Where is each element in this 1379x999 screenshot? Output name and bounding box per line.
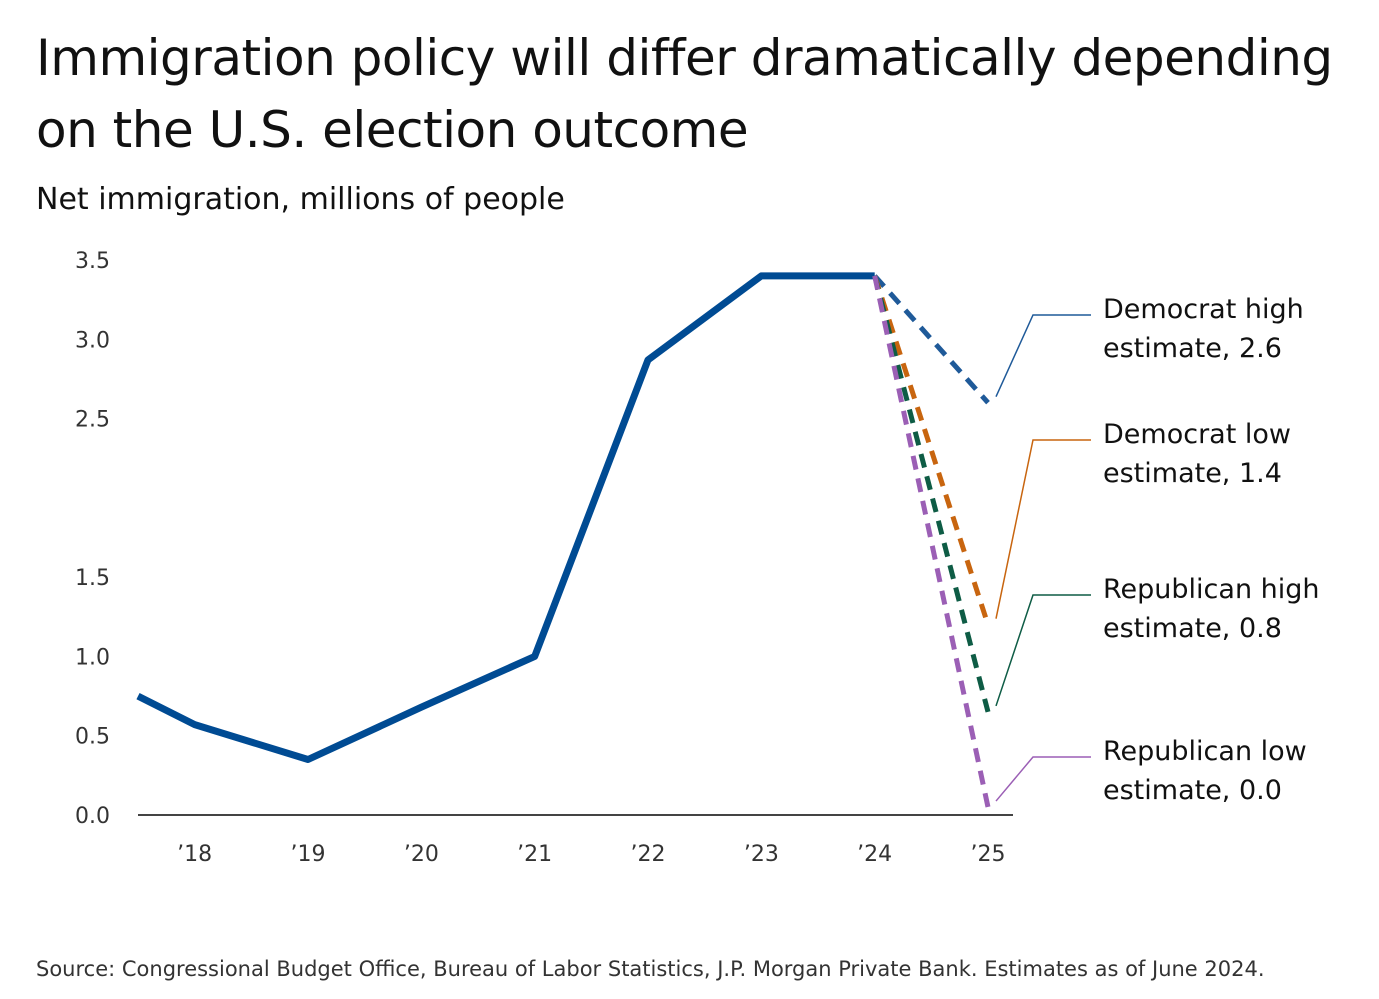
estimate-label: Republican high (1103, 574, 1320, 605)
estimate-label: estimate, 2.6 (1103, 333, 1282, 364)
callout-leader-line (995, 756, 1091, 802)
source-note: Source: Congressional Budget Office, Bur… (36, 957, 1265, 981)
chart-title: Immigration policy will differ dramatica… (36, 29, 1333, 159)
estimate-label: estimate, 1.4 (1103, 458, 1282, 489)
series-line-democrat-high (872, 274, 990, 405)
x-tick-label: ’24 (857, 842, 892, 867)
estimate-label: estimate, 0.8 (1103, 613, 1282, 644)
x-tick-label: ’21 (517, 842, 552, 867)
y-tick-label: 3.0 (75, 328, 110, 353)
series-line-republican-high (872, 275, 991, 713)
y-tick-label: 1.0 (75, 645, 110, 670)
x-tick-label: ’18 (177, 842, 212, 867)
x-axis-ticks: ’18 ’19 ’20 ’21 ’22 ’23 ’24 ’25 (177, 842, 1005, 867)
estimate-label: Democrat low (1103, 419, 1291, 450)
x-tick-label: ’19 (291, 842, 326, 867)
x-tick-label: ’20 (404, 842, 439, 867)
y-tick-label: 3.5 (75, 249, 110, 274)
estimate-label: Democrat high (1103, 294, 1304, 325)
y-tick-label: 0.5 (75, 725, 110, 750)
x-tick-label: ’25 (971, 842, 1006, 867)
chart-subtitle: Net immigration, millions of people (36, 182, 565, 217)
x-tick-label: ’22 (631, 842, 666, 867)
series-line-democrat-low (872, 275, 991, 626)
y-tick-label: 1.5 (75, 566, 110, 591)
estimate-callouts: Democrat high estimate, 2.6 Democrat low es… (995, 294, 1320, 806)
x-tick-label: ’23 (744, 842, 779, 867)
estimate-label: Republican low (1103, 736, 1307, 767)
callout-leader-line (995, 439, 1091, 619)
series-lines (136, 272, 991, 808)
y-axis-ticks: 0.0 0.5 1.0 1.5 2.5 3.0 3.5 (75, 249, 110, 829)
estimate-label: estimate, 0.0 (1103, 775, 1282, 806)
callout-leader-line (995, 314, 1091, 398)
series-line-history (136, 272, 875, 763)
y-tick-label: 2.5 (75, 408, 110, 433)
callout-leader-line (995, 594, 1091, 707)
y-tick-label: 0.0 (75, 804, 110, 829)
series-line-republican-low (872, 275, 991, 808)
